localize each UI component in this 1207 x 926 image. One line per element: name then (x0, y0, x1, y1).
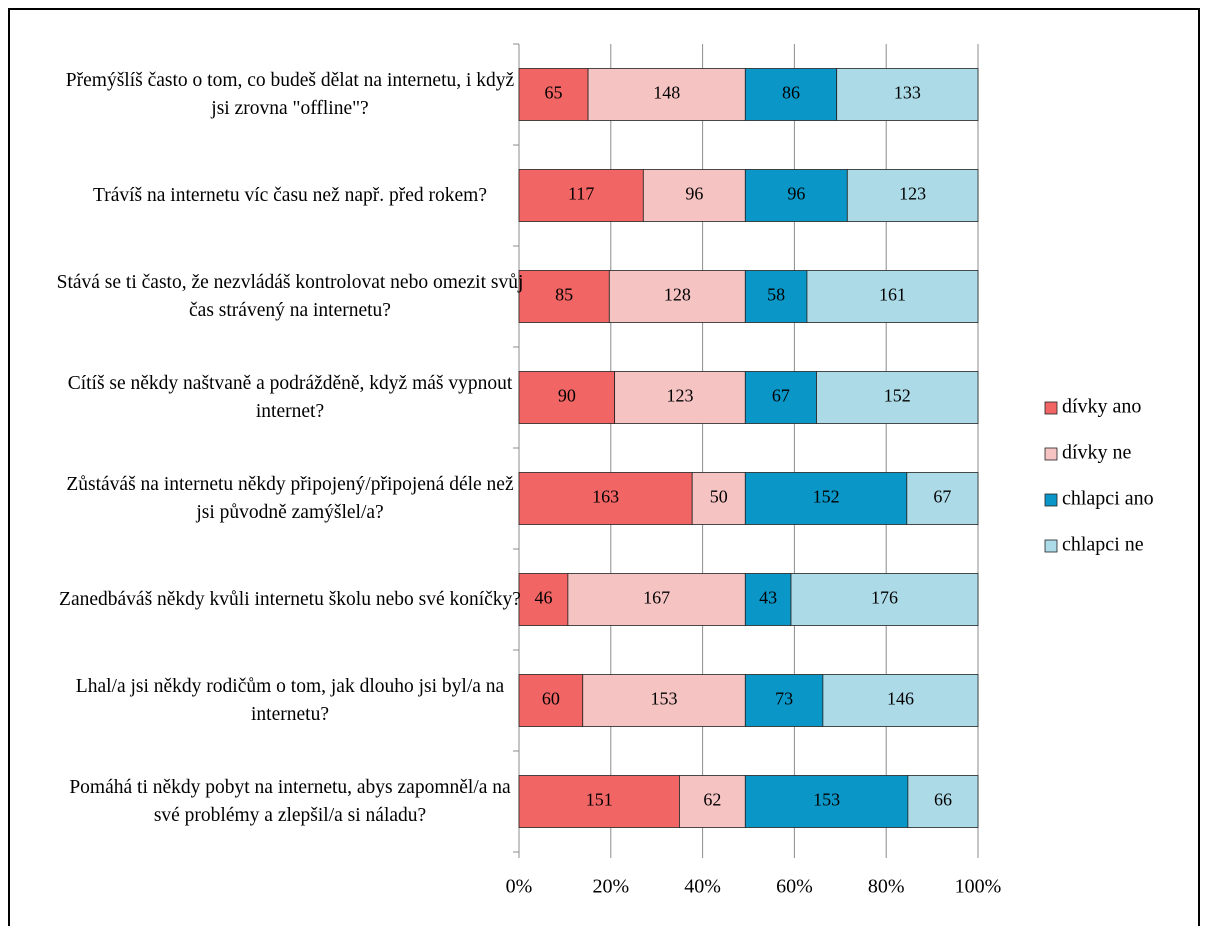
bar (744, 270, 808, 323)
legend-swatch (1044, 401, 1058, 415)
data-label: 67 (933, 487, 951, 507)
y-tick-label: Pomáhá ti někdy pobyt na internetu, abys… (69, 776, 511, 826)
bar (744, 674, 824, 727)
data-label: 96 (787, 184, 805, 204)
bar (907, 775, 979, 828)
bar (518, 169, 644, 222)
bar (679, 775, 746, 828)
y-tick-label: Lhal/a jsi někdy rodičům o tom, jak dlou… (75, 675, 505, 725)
bar (744, 472, 908, 525)
bar (790, 573, 979, 626)
bar (518, 371, 616, 424)
bar (518, 674, 584, 727)
data-label: 152 (884, 386, 911, 406)
data-label: 133 (894, 83, 921, 103)
data-label: 163 (592, 487, 619, 507)
bar (587, 68, 746, 121)
x-tick-label: 60% (776, 876, 813, 898)
data-label: 146 (887, 689, 914, 709)
bar (836, 68, 979, 121)
x-tick-label: 100% (955, 876, 1002, 898)
bar (846, 169, 979, 222)
y-tick-label: Trávíš na internetu víc času než např. p… (92, 184, 488, 206)
bar (744, 169, 848, 222)
x-tick-label: 80% (868, 876, 905, 898)
bar (608, 270, 746, 323)
bar (822, 674, 979, 727)
data-label: 152 (813, 487, 840, 507)
x-tick-label: 20% (592, 876, 629, 898)
data-label: 62 (703, 790, 721, 810)
legend-label: chlapci ne (1062, 534, 1144, 556)
data-label: 73 (775, 689, 793, 709)
legend-swatch (1044, 447, 1058, 461)
data-label: 153 (651, 689, 678, 709)
y-tick-label: Stává se ti často, že nezvládáš kontrolo… (56, 271, 524, 321)
bar (744, 371, 817, 424)
data-label: 176 (871, 588, 898, 608)
data-label: 58 (767, 285, 785, 305)
y-tick-label: Cítíš se někdy naštvaně a podrážděně, kd… (67, 372, 513, 422)
data-label: 123 (899, 184, 926, 204)
chart-frame (8, 8, 1200, 926)
data-label: 86 (782, 83, 800, 103)
bar (642, 169, 746, 222)
data-label: 123 (666, 386, 693, 406)
data-label: 60 (542, 689, 560, 709)
bar (906, 472, 979, 525)
legend-label: dívky ne (1062, 442, 1132, 464)
data-label: 90 (558, 386, 576, 406)
bar (806, 270, 979, 323)
legend-swatch (1044, 539, 1058, 553)
data-label: 151 (586, 790, 613, 810)
bar (816, 371, 979, 424)
legend-label: dívky ano (1062, 396, 1141, 418)
legend-swatch (1044, 493, 1058, 507)
data-label: 117 (568, 184, 594, 204)
y-tick-label: Přemýšlíš často o tom, co budeš dělat na… (65, 69, 515, 119)
data-label: 148 (653, 83, 680, 103)
data-label: 46 (534, 588, 552, 608)
data-label: 67 (772, 386, 790, 406)
data-label: 50 (710, 487, 728, 507)
bar (518, 270, 610, 323)
data-label: 161 (879, 285, 906, 305)
bar (567, 573, 746, 626)
bar (518, 775, 680, 828)
x-tick-label: 0% (506, 876, 533, 898)
x-tick-label: 40% (684, 876, 721, 898)
legend-label: chlapci ano (1062, 488, 1154, 510)
data-label: 167 (643, 588, 670, 608)
data-label: 66 (934, 790, 952, 810)
bar (744, 775, 909, 828)
bar (744, 573, 792, 626)
data-label: 85 (555, 285, 573, 305)
data-label: 96 (685, 184, 703, 204)
data-label: 65 (545, 83, 563, 103)
y-tick-label: Zůstáváš na internetu někdy připojený/př… (66, 473, 514, 523)
data-label: 128 (664, 285, 691, 305)
bar (614, 371, 746, 424)
y-tick-label: Zanedbáváš někdy kvůli internetu školu n… (59, 588, 521, 610)
bar (744, 68, 838, 121)
data-label: 153 (813, 790, 840, 810)
data-label: 43 (759, 588, 777, 608)
